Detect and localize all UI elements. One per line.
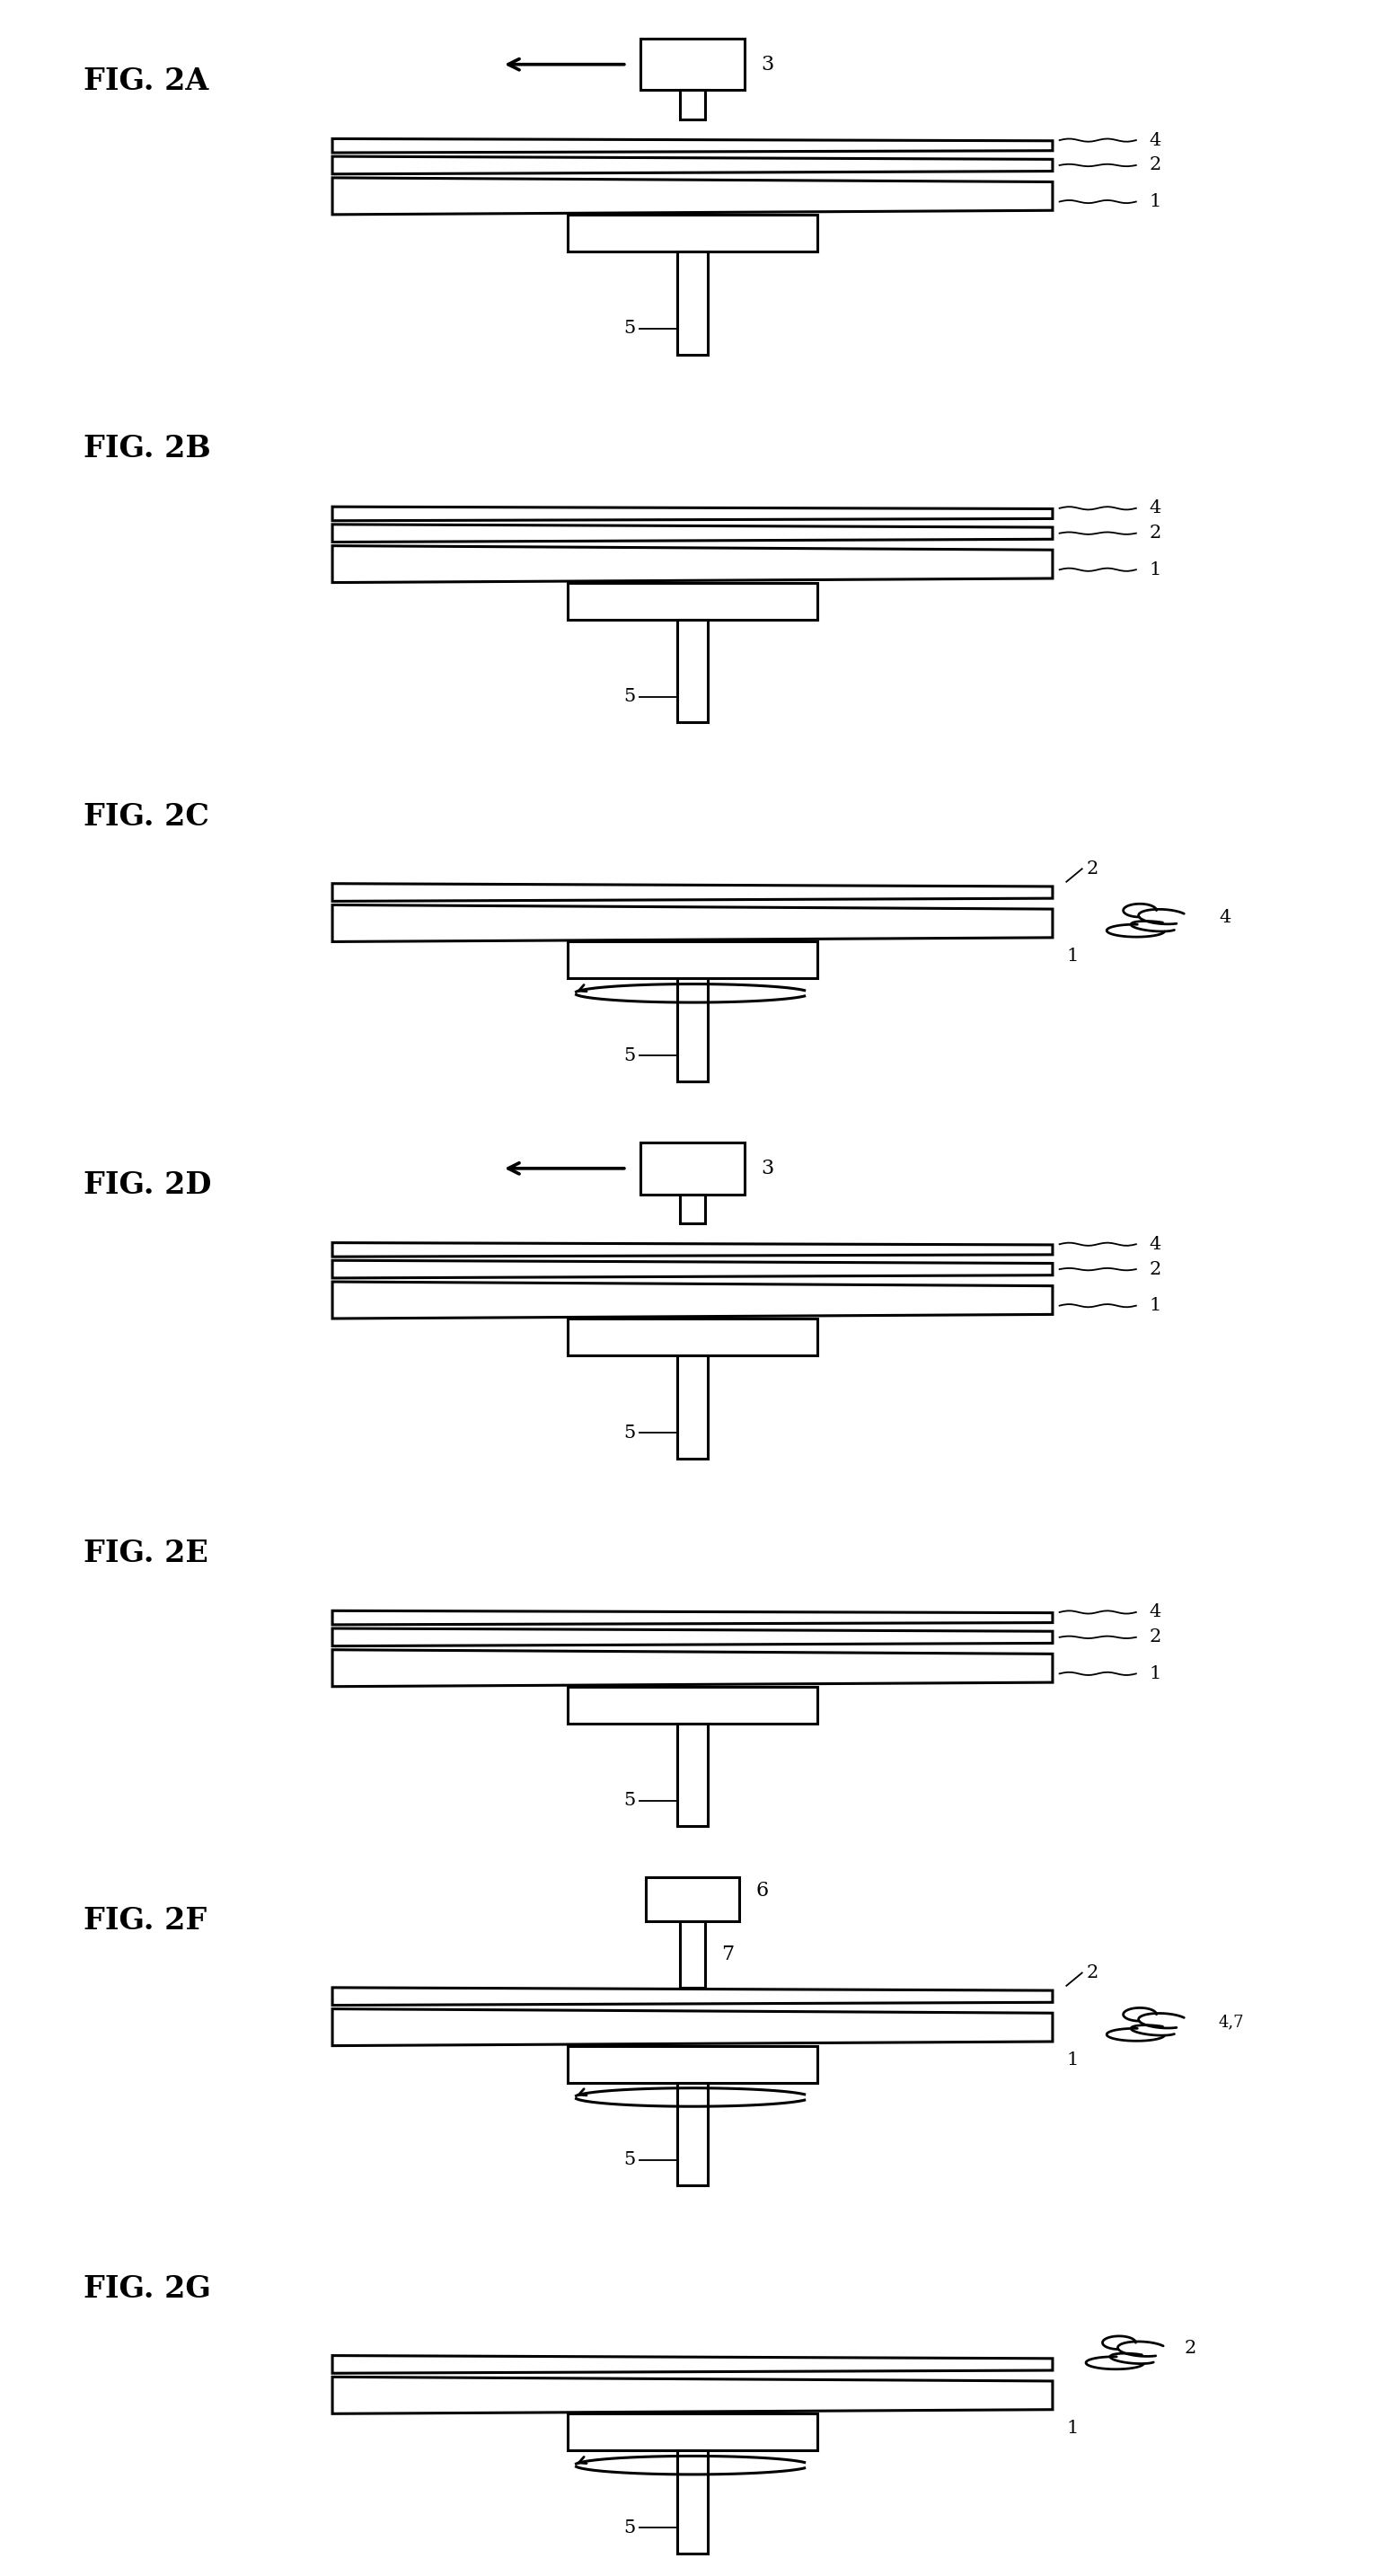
Text: FIG. 2F: FIG. 2F	[83, 1906, 206, 1937]
Text: 3: 3	[762, 1159, 774, 1177]
Text: 2: 2	[1184, 2339, 1197, 2357]
Text: 1: 1	[1150, 193, 1162, 211]
Bar	[677, 2450, 708, 2553]
Bar	[568, 2414, 817, 2450]
Bar	[640, 1144, 745, 1195]
Text: 5: 5	[623, 2519, 636, 2537]
Text: 2: 2	[1086, 860, 1098, 878]
Bar	[645, 1878, 740, 1922]
Bar	[640, 39, 745, 90]
Bar	[680, 1195, 705, 1224]
Text: FIG. 2G: FIG. 2G	[83, 2275, 211, 2303]
Text: 1: 1	[1066, 2419, 1079, 2437]
Text: 1: 1	[1066, 2053, 1079, 2069]
Bar	[680, 1922, 705, 1989]
Text: 1: 1	[1066, 948, 1079, 966]
Text: 7: 7	[722, 1945, 734, 1965]
Bar	[677, 1355, 708, 1458]
Text: 2: 2	[1150, 1260, 1162, 1278]
Bar	[568, 1319, 817, 1355]
Text: 6: 6	[756, 1880, 769, 1901]
Text: 1: 1	[1150, 1298, 1162, 1314]
Text: 5: 5	[623, 319, 636, 337]
Text: 3: 3	[762, 54, 774, 75]
Bar	[568, 1687, 817, 1723]
Text: 5: 5	[623, 688, 636, 706]
Text: 2: 2	[1150, 526, 1162, 541]
Text: 5: 5	[623, 2151, 636, 2169]
Text: FIG. 2A: FIG. 2A	[83, 67, 208, 95]
Bar	[568, 943, 817, 979]
Text: 4: 4	[1150, 1605, 1162, 1620]
Bar	[677, 1723, 708, 1826]
Bar	[680, 90, 705, 118]
Text: 4: 4	[1150, 500, 1162, 518]
Text: FIG. 2D: FIG. 2D	[83, 1170, 211, 1200]
Bar	[677, 979, 708, 1082]
Bar	[568, 582, 817, 618]
Text: 5: 5	[623, 1048, 636, 1064]
Text: FIG. 2E: FIG. 2E	[83, 1538, 208, 1569]
Bar	[568, 214, 817, 252]
Text: 2: 2	[1150, 1628, 1162, 1646]
Text: 4,7: 4,7	[1219, 2014, 1244, 2030]
Bar	[677, 618, 708, 721]
Text: 4: 4	[1150, 1236, 1162, 1252]
Text: 1: 1	[1150, 1664, 1162, 1682]
Text: 4: 4	[1150, 131, 1162, 149]
Text: 1: 1	[1150, 562, 1162, 577]
Bar	[568, 2045, 817, 2081]
Text: 5: 5	[623, 1425, 636, 1440]
Text: FIG. 2C: FIG. 2C	[83, 801, 209, 832]
Text: 5: 5	[623, 1793, 636, 1808]
Bar	[677, 252, 708, 355]
Bar	[677, 2081, 708, 2184]
Text: 4: 4	[1219, 909, 1231, 927]
Text: 2: 2	[1150, 157, 1162, 173]
Text: FIG. 2B: FIG. 2B	[83, 435, 211, 464]
Text: 2: 2	[1086, 1965, 1098, 1981]
